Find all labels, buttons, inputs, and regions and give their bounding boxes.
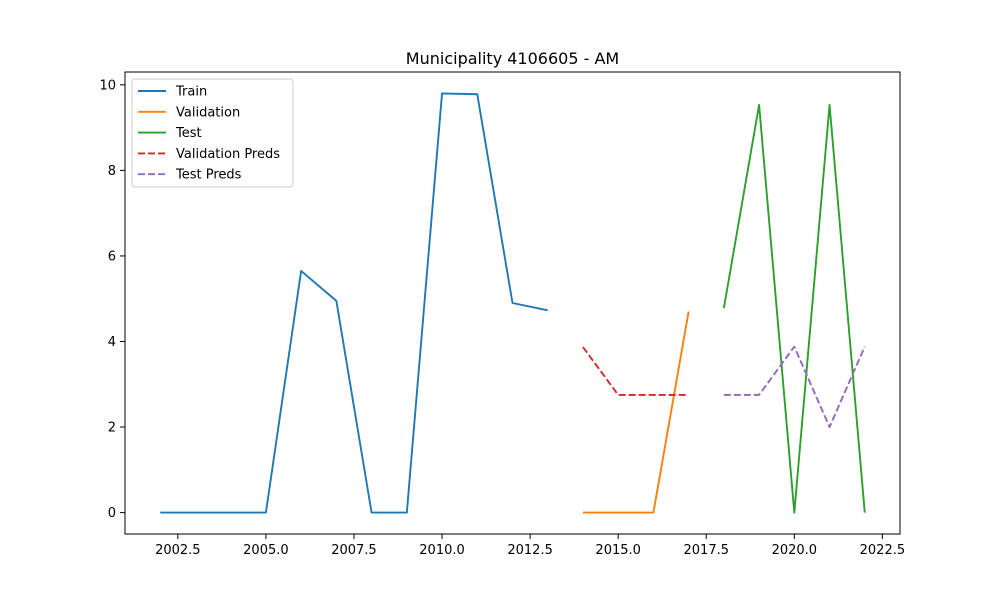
x-tick-label: 2010.0 bbox=[419, 543, 465, 558]
legend-box bbox=[131, 78, 294, 188]
legend-label-validation-preds: Validation Preds bbox=[176, 147, 280, 162]
series-line-validation-preds bbox=[582, 346, 689, 396]
y-tick-label: 8 bbox=[108, 164, 116, 179]
legend-label-test-preds: Test Preds bbox=[175, 168, 242, 183]
series-line-test bbox=[722, 103, 866, 514]
x-tick-label: 2022.5 bbox=[860, 543, 906, 558]
y-tick-label: 6 bbox=[108, 249, 116, 264]
plot-frame bbox=[124, 71, 901, 535]
legend-label-train: Train bbox=[175, 85, 207, 100]
legend-label-test: Test bbox=[175, 126, 202, 141]
y-tick-label: 0 bbox=[108, 506, 116, 521]
y-tick-label: 2 bbox=[108, 421, 116, 436]
y-tick-label: 4 bbox=[108, 335, 116, 350]
y-axis: 0 2 4 6 8 10 bbox=[99, 78, 125, 521]
x-tick-label: 2017.5 bbox=[684, 543, 730, 558]
series-line-validation bbox=[582, 311, 690, 514]
legend-label-validation: Validation bbox=[176, 105, 240, 120]
x-axis: 2002.5 2005.0 2007.5 2010.0 2012.5 2015.0 2017… bbox=[155, 534, 905, 558]
chart-title: Municipality 4106605 - AM bbox=[406, 49, 619, 68]
series-layer bbox=[160, 92, 866, 514]
legend: Train Validation Test Validation Preds Test … bbox=[131, 78, 294, 188]
x-tick-label: 2002.5 bbox=[155, 543, 201, 558]
x-tick-label: 2007.5 bbox=[331, 543, 377, 558]
x-tick-label: 2012.5 bbox=[507, 543, 553, 558]
x-tick-label: 2015.0 bbox=[595, 543, 641, 558]
y-tick-label: 10 bbox=[99, 78, 116, 93]
x-tick-label: 2020.0 bbox=[772, 543, 818, 558]
series-line-train bbox=[160, 92, 548, 514]
x-tick-label: 2005.0 bbox=[243, 543, 289, 558]
series-line-test-preds bbox=[723, 345, 866, 429]
